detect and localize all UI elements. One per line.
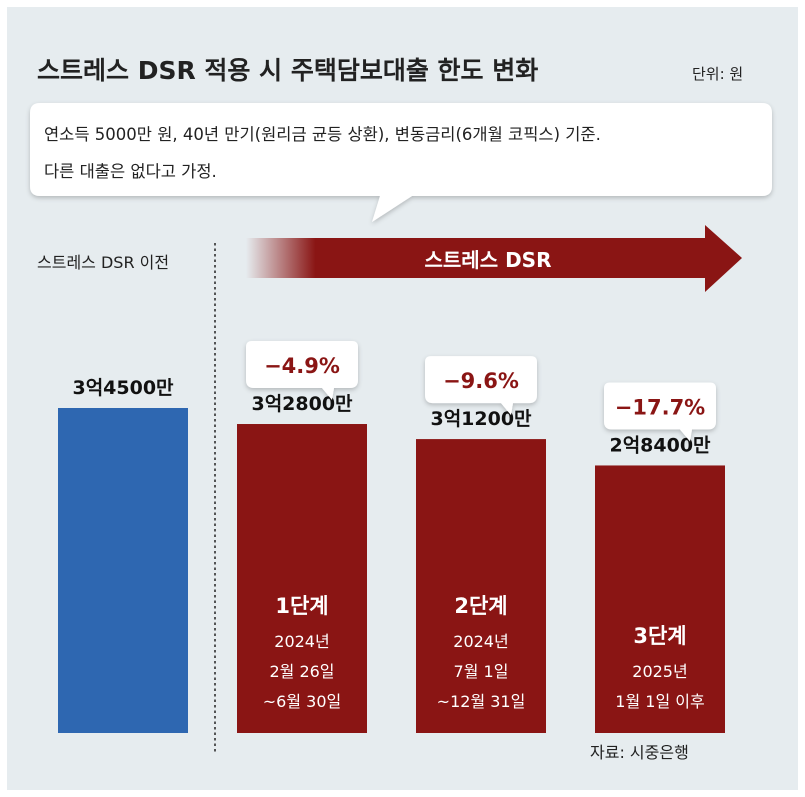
change-label-3: −17.7% <box>615 395 705 419</box>
date-line-2-2: ~12월 31일 <box>437 692 526 711</box>
stage-label-1: 1단계 <box>275 594 328 618</box>
change-bubble-1 <box>246 341 358 401</box>
note-line-2: 다른 대출은 없다고 가정. <box>44 162 217 181</box>
arrow-label: 스트레스 DSR <box>425 248 552 272</box>
value-label-1: 3억2800만 <box>251 393 353 415</box>
bar-3 <box>595 465 725 733</box>
date-line-2-0: 2024년 <box>453 632 508 651</box>
date-line-1-2: ~6월 30일 <box>263 692 341 711</box>
chart-title: 스트레스 DSR 적용 시 주택담보대출 한도 변화 <box>37 56 538 85</box>
date-line-1-1: 2월 26일 <box>269 662 334 681</box>
bar-2 <box>416 439 546 733</box>
bars-group: 3억4500만 3억2800만 −4.9% 1단계 2024년 2월 26일 ~6월 30일… <box>58 341 725 733</box>
stress-dsr-arrow <box>246 225 742 292</box>
change-bubble-3 <box>604 382 716 442</box>
change-label-2: −9.6% <box>443 369 519 393</box>
date-line-2-1: 7월 1일 <box>454 662 509 681</box>
before-label: 스트레스 DSR 이전 <box>37 253 169 272</box>
bar-0 <box>58 408 188 733</box>
date-line-3-0: 2025년 <box>632 662 687 681</box>
note-bubble <box>30 103 772 222</box>
value-label-3: 2억8400만 <box>609 434 711 456</box>
source-label: 자료: 시중은행 <box>590 743 689 762</box>
date-line-1-0: 2024년 <box>274 632 329 651</box>
unit-label: 단위: 원 <box>692 65 743 83</box>
date-line-3-1: 1월 1일 이후 <box>615 692 704 711</box>
stage-label-3: 3단계 <box>633 624 686 648</box>
change-bubble-2 <box>425 356 537 416</box>
note-line-1: 연소득 5000만 원, 40년 만기(원리금 균등 상환), 변동금리(6개월… <box>44 125 601 144</box>
change-label-1: −4.9% <box>264 354 340 378</box>
bar-1 <box>237 424 367 733</box>
value-label-0: 3억4500만 <box>72 377 174 399</box>
stage-label-2: 2단계 <box>454 594 507 618</box>
value-label-2: 3억1200만 <box>430 408 532 430</box>
